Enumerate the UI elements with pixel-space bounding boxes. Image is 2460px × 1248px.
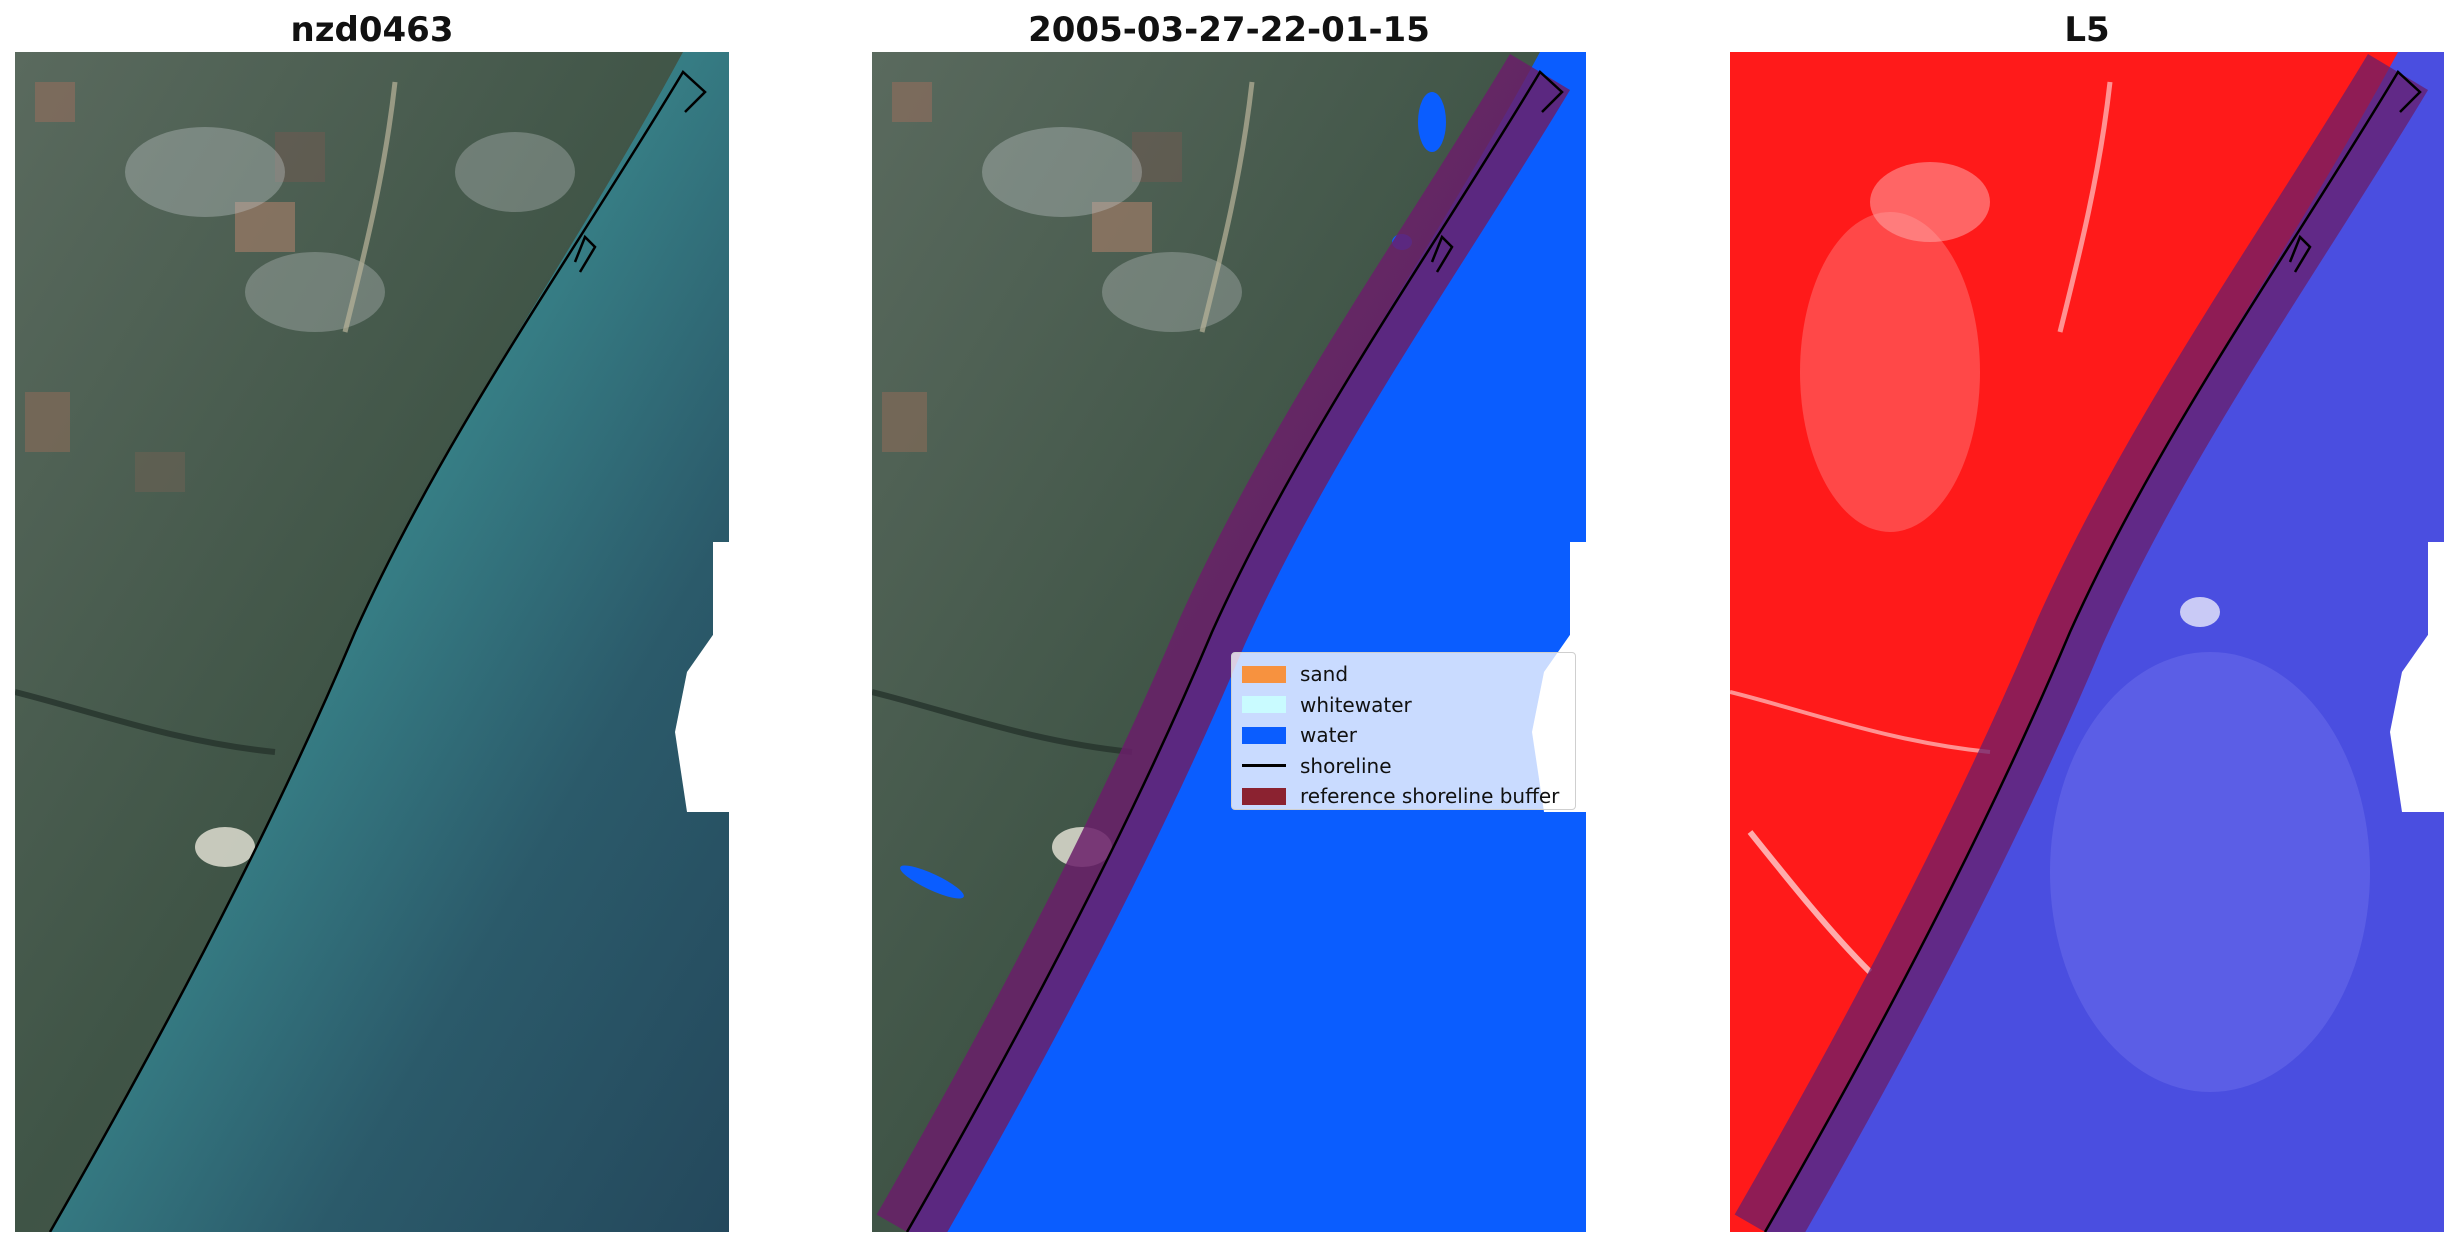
legend-item-whitewater: whitewater (1242, 690, 1565, 721)
legend: sand whitewater water shoreline referenc… (1231, 652, 1576, 810)
buffer-swatch (1242, 787, 1286, 805)
classified-image-panel (872, 52, 1586, 1232)
legend-item-sand: sand (1242, 659, 1565, 690)
panel-title-2: 2005-03-27-22-01-15 (1028, 10, 1430, 50)
index-image-panel (1730, 52, 2444, 1232)
panel-title-1: nzd0463 (290, 10, 454, 50)
shoreline-swatch (1242, 764, 1286, 768)
rgb-satellite-image (15, 52, 729, 1232)
legend-label: sand (1300, 662, 1349, 687)
sand-swatch (1242, 665, 1286, 683)
legend-label: shoreline (1300, 753, 1392, 778)
panel-title-3: L5 (2064, 10, 2110, 50)
legend-label: whitewater (1300, 692, 1412, 717)
legend-item-water: water (1242, 720, 1565, 751)
legend-label: reference shoreline buffer (1300, 784, 1560, 809)
whitewater-swatch (1242, 696, 1286, 714)
legend-item-buffer: reference shoreline buffer (1242, 781, 1565, 812)
legend-item-shoreline: shoreline (1242, 751, 1565, 782)
legend-label: water (1300, 723, 1357, 748)
rgb-image-panel (15, 52, 729, 1232)
classified-image (872, 52, 1586, 1232)
index-image (1730, 52, 2444, 1232)
water-swatch (1242, 726, 1286, 744)
